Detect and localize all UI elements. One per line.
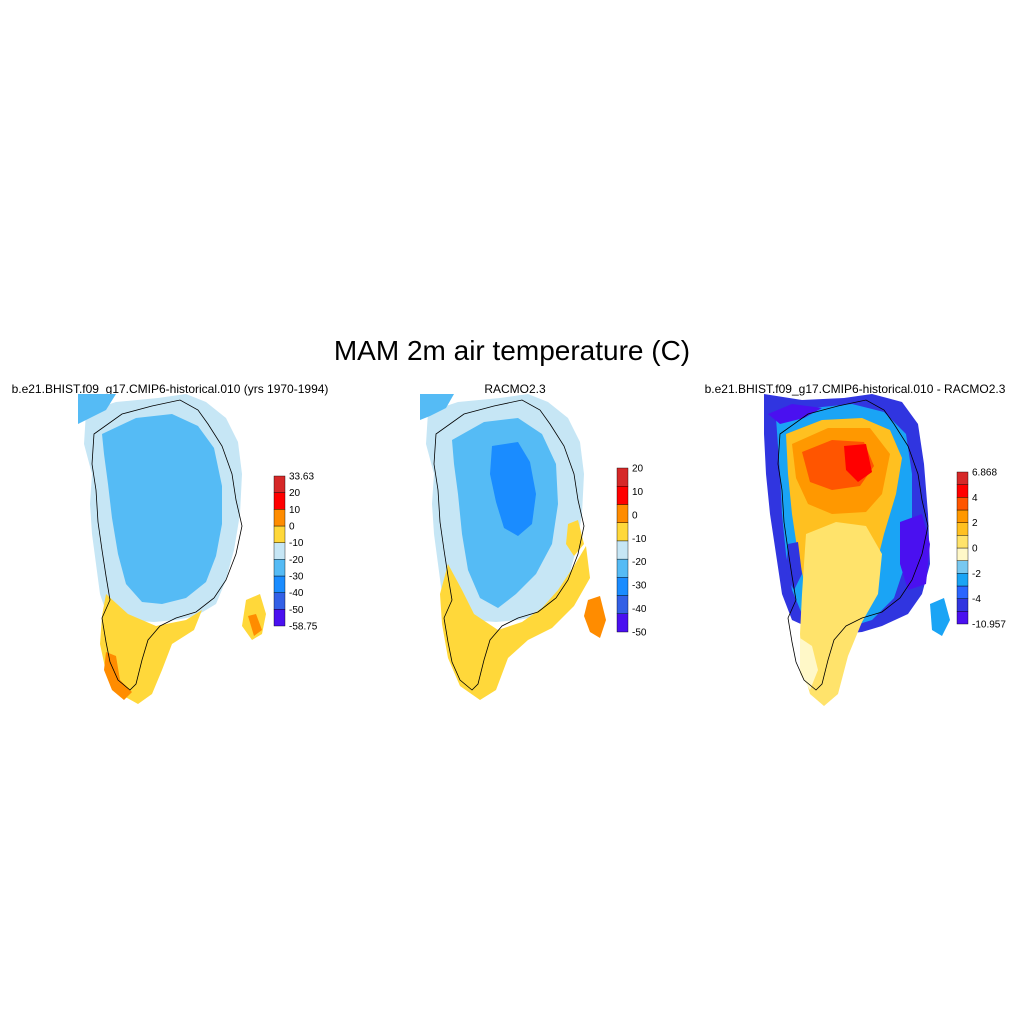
colorbar-tick-label: 10 — [289, 505, 301, 516]
colorbar-swatch — [616, 486, 629, 505]
panel-title-racmo: RACMO2.3 — [484, 382, 546, 396]
colorbar-swatch — [273, 475, 286, 493]
colorbar-swatch — [956, 471, 969, 485]
colorbar-swatch — [616, 522, 629, 542]
map-racmo — [420, 394, 606, 700]
figure-title: MAM 2m air temperature (C) — [333, 335, 691, 366]
map-diff — [764, 394, 950, 706]
colorbar-swatch — [956, 535, 969, 549]
colorbar-tick-label: -20 — [289, 555, 304, 566]
colorbar-swatch — [273, 525, 286, 543]
colorbar-swatch — [956, 522, 969, 536]
colorbar-racmo: -50 -40 -30 -20 -10 0 10 20 — [616, 464, 647, 639]
colorbar-swatch — [616, 558, 629, 578]
colorbar-tick-label: -4 — [972, 594, 981, 605]
colorbar-tick-label: -58.75 — [289, 622, 318, 633]
colorbar-swatch — [273, 609, 286, 627]
colorbar-swatch — [273, 509, 286, 527]
coastline — [777, 399, 929, 691]
colorbar-swatch — [273, 575, 286, 593]
colorbar-tick-label: 0 — [972, 544, 978, 555]
colorbar-swatch — [956, 497, 969, 511]
coastline — [91, 399, 243, 691]
colorbar-swatch — [616, 577, 629, 596]
coastline — [433, 399, 585, 691]
colorbar-swatch — [616, 504, 629, 523]
colorbar-model: -58.75 -50 -40 -30 -20 -10 0 10 20 33.63 — [273, 472, 318, 633]
colorbar-tick-label: -10 — [632, 534, 647, 545]
colorbar-diff: -10.957 -4 -2 0 2 4 6.868 — [956, 468, 1006, 631]
colorbar-swatch — [273, 559, 286, 577]
colorbar-tick-label: 33.63 — [289, 472, 314, 483]
colorbar-swatch — [956, 560, 969, 574]
colorbar-tick-label: -30 — [289, 572, 304, 583]
greenland-ice-sheet — [764, 394, 950, 706]
colorbar-swatch — [616, 613, 629, 633]
colorbar-swatch — [273, 492, 286, 510]
colorbar-swatch — [616, 467, 629, 487]
colorbar-tick-label: -2 — [972, 569, 981, 580]
colorbar-tick-label: -20 — [632, 557, 647, 568]
colorbar-tick-label: 4 — [972, 493, 978, 504]
colorbar-tick-label: -50 — [632, 628, 647, 639]
colorbar-tick-label: 10 — [632, 487, 644, 498]
colorbar-tick-label: 2 — [972, 518, 978, 529]
colorbar-tick-label: -40 — [632, 604, 647, 615]
greenland-ice-sheet — [78, 394, 266, 704]
colorbar-swatch — [616, 540, 629, 560]
colorbar-tick-label: -40 — [289, 588, 304, 599]
colorbar-swatch — [956, 484, 969, 498]
colorbar-swatch — [616, 595, 629, 614]
colorbar-tick-label: 6.868 — [972, 468, 997, 479]
colorbar-tick-label: -50 — [289, 605, 304, 616]
colorbar-tick-label: 20 — [632, 464, 644, 475]
colorbar-swatch — [956, 547, 969, 561]
colorbar-tick-label: -30 — [632, 581, 647, 592]
panel-title-diff: b.e21.BHIST.f09_g17.CMIP6-historical.010… — [704, 382, 1006, 396]
colorbar-swatch — [273, 592, 286, 610]
colorbar-tick-label: 20 — [289, 488, 301, 499]
colorbar-tick-label: -10 — [289, 538, 304, 549]
colorbar-tick-label: 0 — [289, 522, 295, 533]
colorbar-swatch — [273, 542, 286, 560]
colorbar-swatch — [956, 585, 969, 599]
panel-title-model: b.e21.BHIST.f09_g17.CMIP6-historical.010… — [11, 382, 329, 396]
colorbar-swatch — [956, 509, 969, 523]
colorbar-swatch — [956, 573, 969, 587]
colorbar-swatch — [956, 598, 969, 612]
colorbar-swatch — [956, 611, 969, 625]
colorbar-tick-label: 0 — [632, 510, 638, 521]
map-model — [78, 394, 266, 704]
colorbar-tick-label: -10.957 — [972, 620, 1006, 631]
greenland-ice-sheet — [420, 394, 606, 700]
